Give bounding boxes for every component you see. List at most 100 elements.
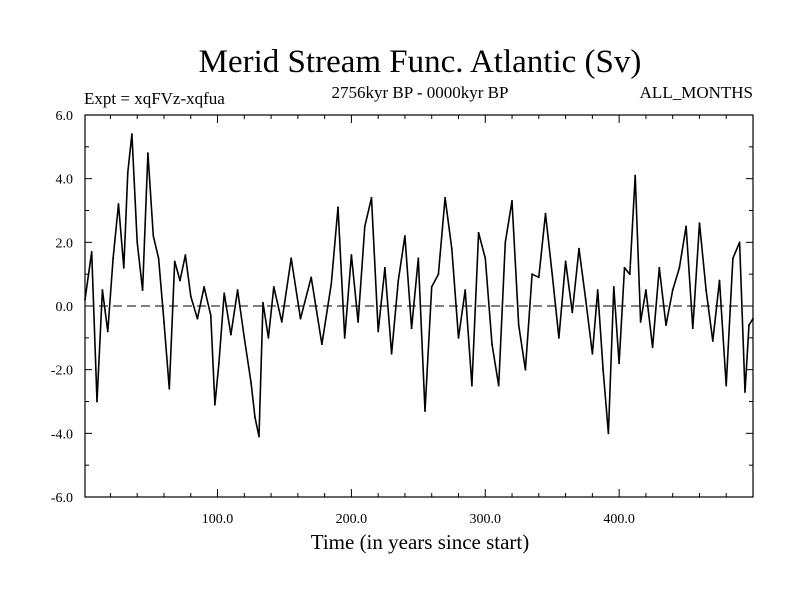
data-point: [612, 286, 615, 288]
data-point: [330, 282, 333, 285]
data-point: [258, 435, 260, 438]
data-point: [602, 368, 604, 371]
data-point: [272, 286, 275, 288]
data-point: [262, 301, 264, 304]
data-point: [437, 273, 440, 276]
data-point: [299, 317, 302, 320]
data-point: [738, 241, 741, 244]
data-point: [544, 212, 547, 215]
data-point: [430, 286, 433, 288]
data-point: [254, 416, 256, 419]
months-label: ALL_MONTHS: [640, 83, 753, 102]
data-point: [377, 330, 380, 333]
data-point: [84, 298, 86, 301]
data-point: [213, 403, 216, 406]
data-point: [357, 321, 359, 323]
data-point: [383, 266, 386, 269]
data-point: [209, 314, 212, 317]
data-point: [370, 196, 373, 199]
data-point: [607, 432, 610, 435]
data-point: [350, 254, 353, 256]
data-point: [665, 324, 667, 326]
y-tick-label: -4.0: [51, 427, 73, 442]
data-point: [363, 225, 366, 228]
data-point: [163, 321, 165, 323]
data-point: [217, 362, 220, 365]
data-point: [618, 362, 621, 365]
data-point: [184, 254, 187, 256]
data-point: [450, 247, 453, 250]
data-point: [645, 289, 647, 291]
data-point: [417, 257, 420, 260]
data-point: [444, 196, 447, 199]
data-point: [90, 250, 93, 253]
data-point: [236, 289, 239, 291]
data-point: [477, 231, 480, 234]
data-point: [96, 400, 98, 403]
data-point: [678, 266, 681, 269]
data-point: [537, 276, 540, 279]
data-point: [691, 327, 694, 330]
data-point: [511, 200, 513, 202]
data-point: [141, 289, 144, 291]
data-point: [337, 206, 339, 209]
x-tick-label: 400.0: [603, 512, 635, 527]
data-point: [711, 340, 714, 342]
data-point: [179, 279, 181, 282]
x-axis: 100.0 200.0 300.0 400.0: [109, 115, 727, 527]
experiment-label: Expt = xqFVz-xqfua: [84, 89, 225, 108]
data-point: [497, 384, 500, 387]
data-point: [152, 235, 155, 237]
data-point: [147, 152, 149, 155]
data-point: [571, 311, 574, 314]
data-point: [290, 257, 293, 260]
data-point: [698, 222, 701, 225]
x-tick-label: 200.0: [336, 512, 368, 527]
data-point: [557, 336, 560, 339]
data-point: [524, 368, 527, 371]
data-point: [718, 279, 721, 282]
data-point: [457, 336, 460, 339]
data-point: [410, 327, 413, 330]
data-point: [250, 381, 252, 384]
data-point: [196, 317, 199, 320]
data-point: [584, 298, 587, 301]
data-point: [551, 273, 554, 276]
data-point: [390, 352, 393, 355]
data-point: [243, 336, 246, 339]
data-point: [578, 247, 580, 250]
data-point: [596, 289, 599, 291]
data-point: [112, 257, 115, 260]
data-point: [203, 286, 206, 288]
data-point: [628, 273, 631, 276]
data-point: [126, 171, 129, 174]
data-point: [732, 257, 734, 260]
data-point: [343, 336, 346, 339]
data-point: [101, 289, 104, 291]
data-point: [397, 279, 400, 282]
data-point: [651, 346, 654, 349]
y-tick-label: 4.0: [56, 173, 74, 188]
data-point: [564, 260, 567, 263]
data-point: [223, 292, 226, 295]
data-point: [157, 257, 160, 260]
data-point: [310, 276, 313, 279]
data-point: [639, 321, 642, 323]
data-point: [464, 289, 467, 291]
data-point: [267, 336, 270, 339]
y-tick-label: 2.0: [56, 236, 74, 251]
data-point: [122, 266, 125, 269]
data-point: [634, 174, 637, 177]
y-tick-label: 6.0: [56, 109, 74, 124]
data-point: [230, 333, 232, 336]
data-point: [591, 352, 594, 355]
data-point: [671, 289, 674, 291]
data-point: [321, 343, 323, 346]
chart-title: Merid Stream Func. Atlantic (Sv): [199, 44, 642, 80]
data-point: [517, 324, 520, 326]
series-group: [84, 133, 754, 438]
y-tick-label: -2.0: [51, 364, 73, 379]
data-point: [168, 387, 171, 390]
data-point: [470, 384, 473, 387]
